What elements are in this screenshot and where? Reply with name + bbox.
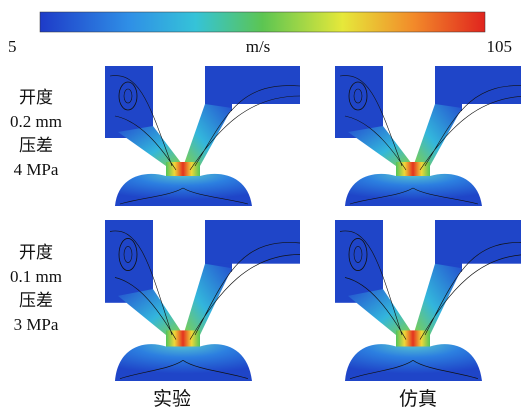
panel-simulation-2 [335, 220, 521, 381]
row-label: 压差 [19, 291, 53, 310]
panel-experiment-1 [105, 66, 300, 206]
row-label: 4 MPa [14, 160, 59, 179]
column-label: 实验 [153, 388, 191, 410]
column-label: 仿真 [399, 388, 437, 410]
row-label: 0.1 mm [10, 267, 62, 286]
panel-experiment-2 [105, 220, 300, 381]
panel-simulation-1 [335, 66, 521, 206]
page: {"colorbar": {"min": 5, "unit": "m/s", "… [0, 0, 521, 412]
colorbar [40, 12, 485, 32]
colorbar-max: 105 [487, 37, 513, 56]
row-label: 3 MPa [14, 315, 59, 334]
row-label: 压差 [19, 136, 53, 155]
row-labels: 开度 0.2 mm 压差 4 MPa 开度 0.1 mm 压差 3 MPa [10, 88, 62, 334]
colorbar-min: 5 [8, 37, 17, 56]
row-label: 开度 [19, 243, 53, 262]
row-label: 开度 [19, 88, 53, 107]
figure: 5 m/s 105 开度 0.2 mm 压差 4 MPa 开度 0.1 mm 压差 3 MPa… [0, 0, 521, 412]
colorbar-unit: m/s [246, 37, 271, 56]
row-label: 0.2 mm [10, 112, 62, 131]
